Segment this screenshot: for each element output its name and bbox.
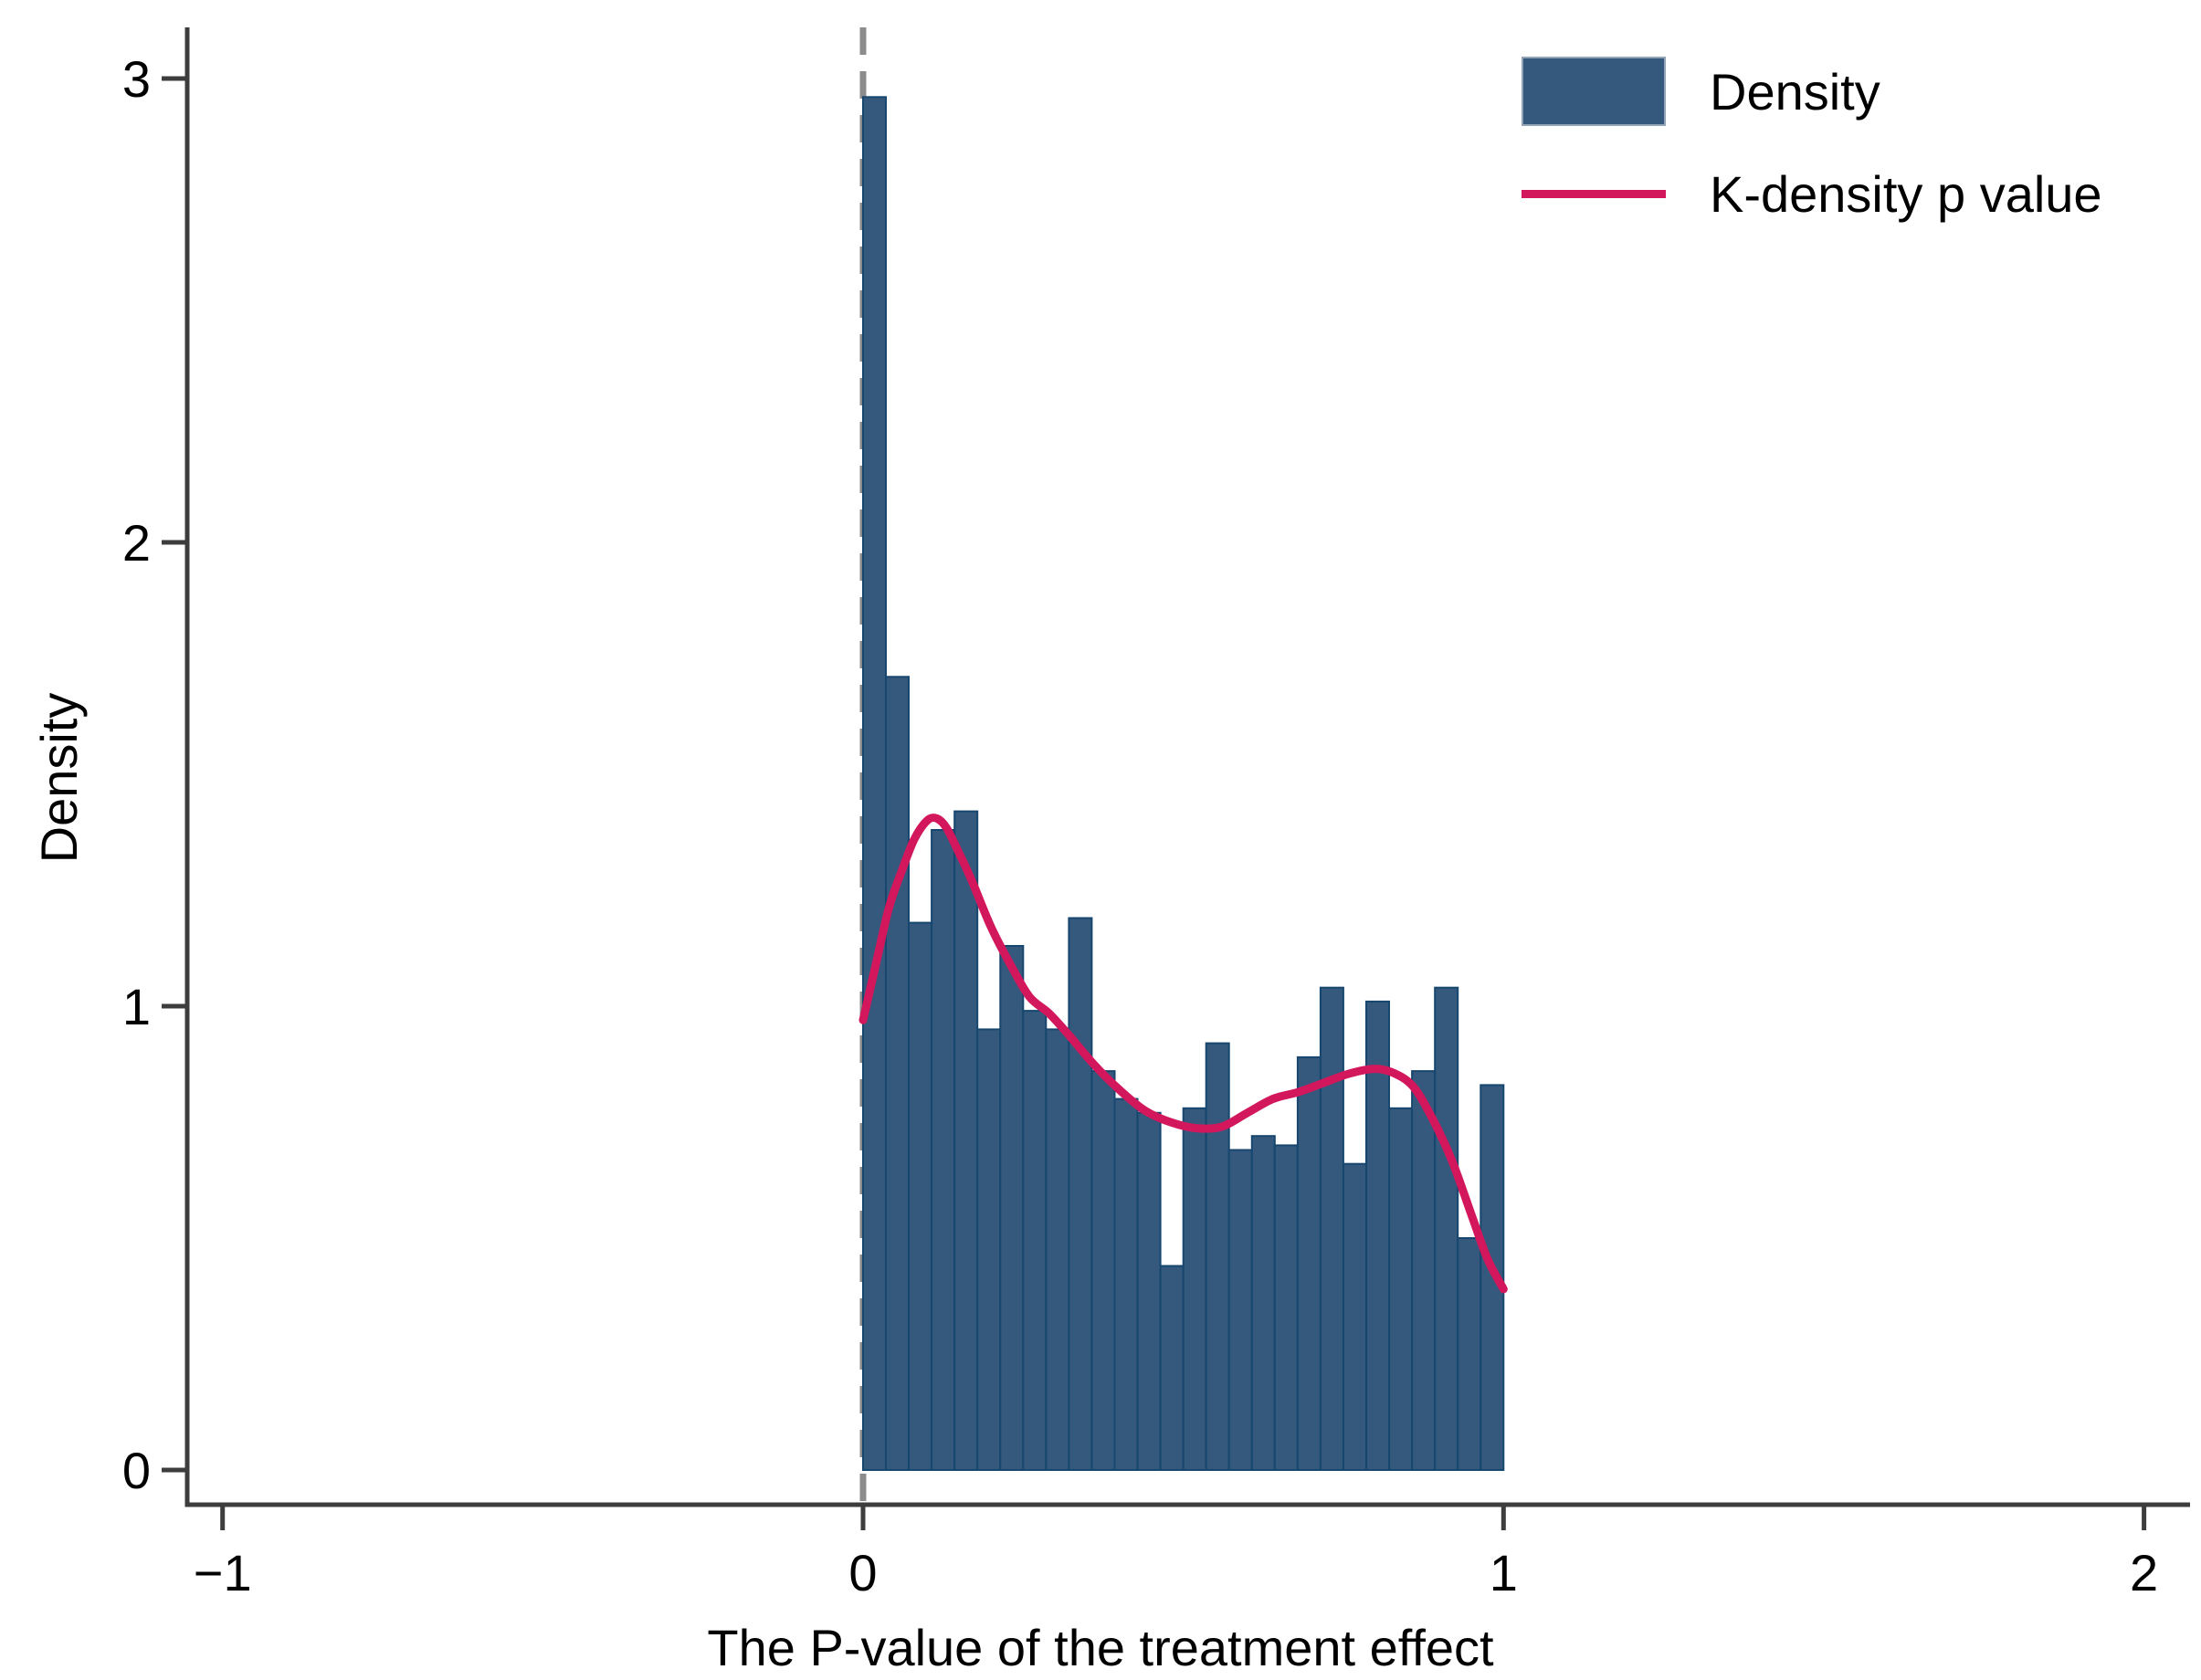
legend: Density K-density p value — [1522, 55, 2102, 230]
x-tick-label: 1 — [1490, 1544, 1518, 1601]
histogram-bar — [1113, 1097, 1139, 1471]
histogram-bar — [1022, 1010, 1048, 1471]
histogram-bar — [1045, 1028, 1070, 1472]
histogram-bar — [976, 1028, 1002, 1472]
histogram-bar — [1227, 1149, 1253, 1471]
histogram-bar — [953, 810, 979, 1471]
kde-curve — [858, 814, 1508, 1294]
legend-label-density: Density — [1710, 62, 1880, 121]
histogram-bar — [1411, 1070, 1437, 1471]
histogram-bar — [1434, 986, 1459, 1471]
legend-key-density — [1522, 57, 1666, 126]
histogram-bar — [1205, 1042, 1230, 1471]
histogram-bar — [1388, 1107, 1414, 1472]
histogram-bar — [908, 921, 933, 1471]
density-swatch-icon — [1522, 57, 1666, 126]
x-tick-label: 0 — [848, 1544, 877, 1601]
histogram-bar — [1250, 1135, 1276, 1471]
legend-entry-density: Density — [1522, 55, 2102, 128]
histogram-bar — [1457, 1237, 1482, 1471]
legend-key-kdensity — [1522, 189, 1666, 198]
histogram-bar — [1343, 1162, 1367, 1471]
y-axis-title: Density — [30, 692, 88, 864]
legend-entry-kdensity: K-density p value — [1522, 157, 2102, 230]
y-tick-label: 3 — [122, 50, 151, 108]
y-tick-label: 0 — [122, 1442, 151, 1499]
histogram-bar — [1182, 1107, 1207, 1472]
y-tick-label: 2 — [122, 514, 151, 572]
histogram-bar — [1068, 917, 1093, 1471]
x-tick-label: 2 — [2130, 1544, 2158, 1601]
histogram-bar — [1136, 1111, 1162, 1472]
x-tick-label: −1 — [194, 1544, 252, 1601]
histogram-bar — [1159, 1265, 1185, 1471]
histogram-bar — [1273, 1144, 1299, 1472]
histogram-bar — [1480, 1084, 1505, 1472]
y-tick-label: 1 — [122, 978, 151, 1035]
kdensity-line-icon — [1522, 189, 1666, 198]
histogram-bar — [999, 945, 1025, 1471]
histogram-bar — [1319, 986, 1344, 1471]
x-axis-title: The P-value of the treatment effect — [707, 1619, 1494, 1676]
histogram-bar — [1090, 1070, 1116, 1471]
histogram-bar — [931, 829, 956, 1471]
histogram-bar — [885, 676, 910, 1471]
histogram-bar — [1296, 1055, 1322, 1472]
histogram-bar — [862, 96, 887, 1471]
legend-label-kdensity: K-density p value — [1710, 164, 2102, 223]
